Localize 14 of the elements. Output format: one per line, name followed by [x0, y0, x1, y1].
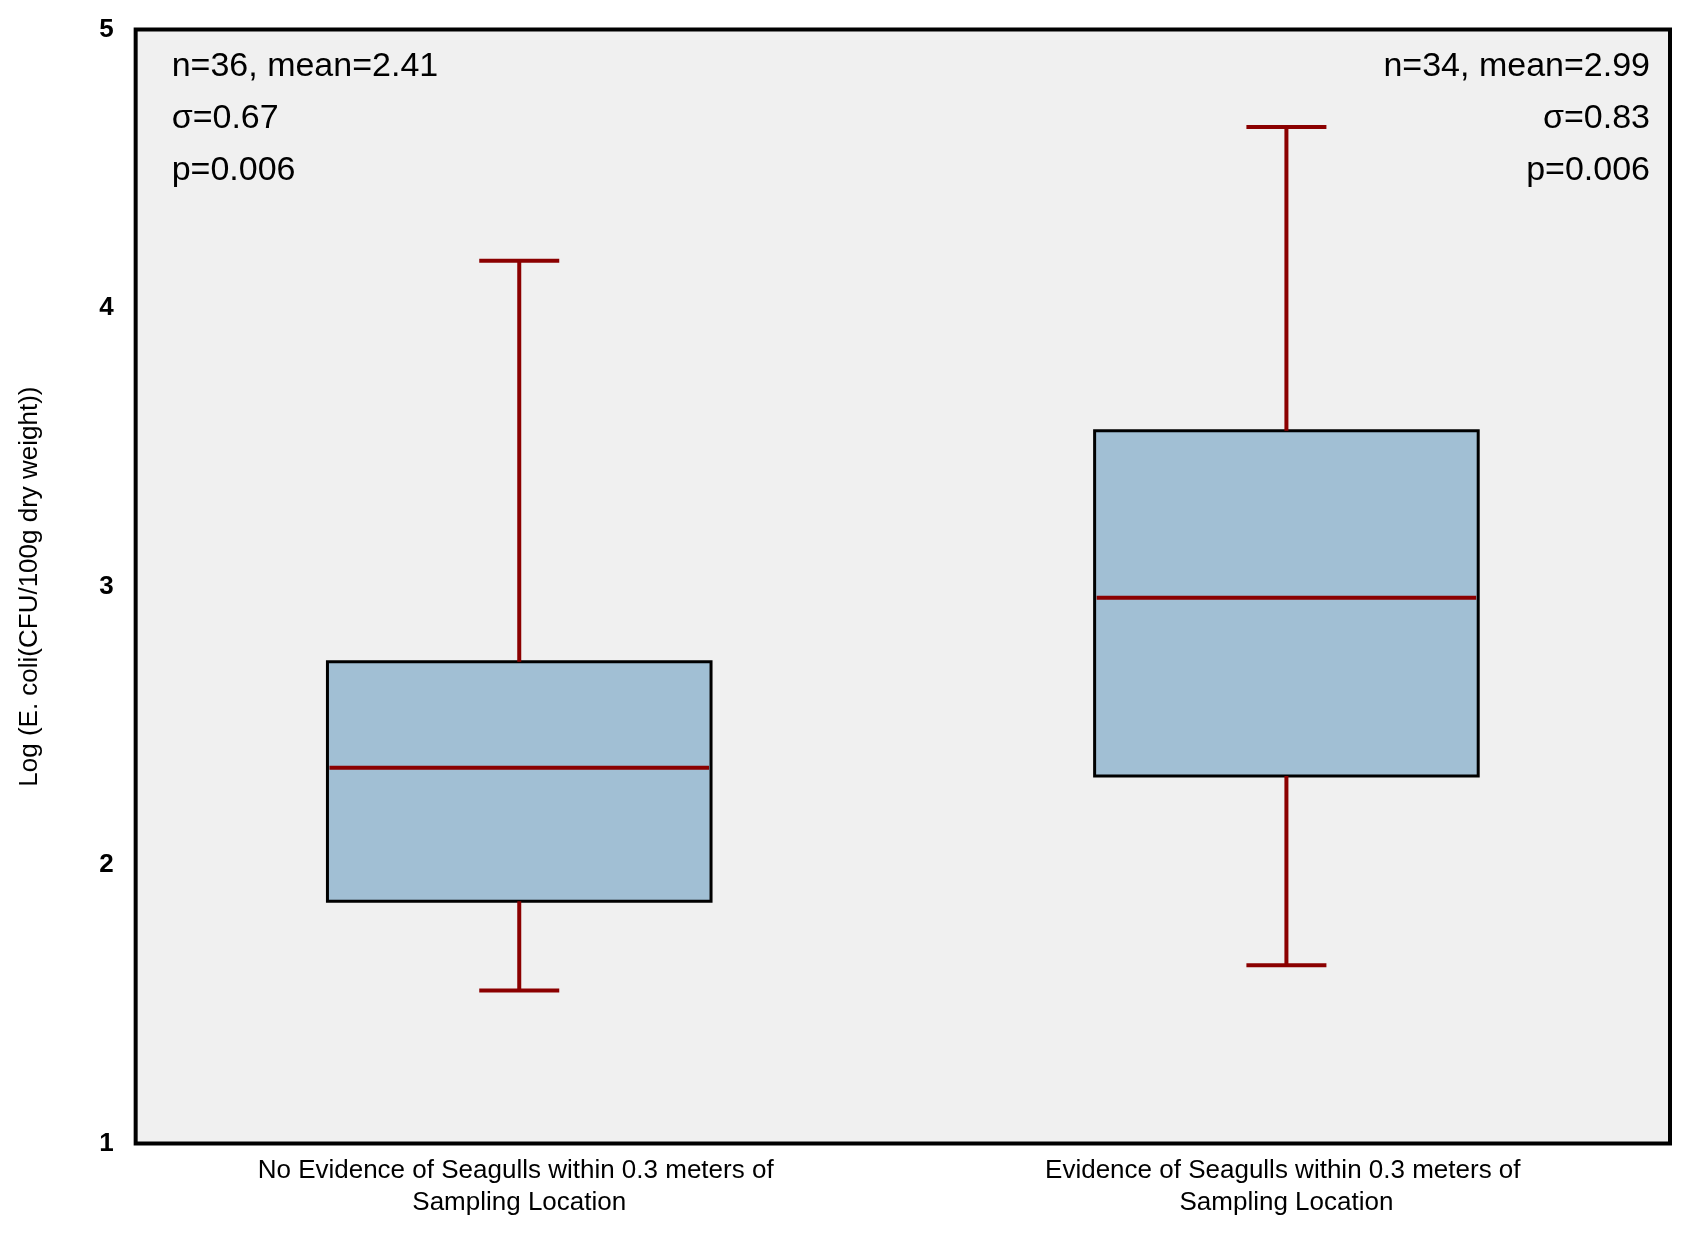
annotation: p=0.006	[1526, 148, 1650, 187]
x-tick-label: No Evidence of Seagulls within 0.3 meters of Sampling Location	[257, 1154, 781, 1216]
annotation: p=0.006	[171, 148, 296, 187]
y-tick-label: 2	[99, 848, 114, 879]
y-tick-label: 3	[99, 569, 114, 600]
x-tick-label: Evidence of Seagulls within 0.3 meters of Sampling Location	[1045, 1154, 1528, 1216]
annotation: n=36, mean=2.41	[171, 44, 439, 83]
annotation: n=34, mean=2.99	[1383, 44, 1650, 83]
annotation: σ=0.67	[171, 96, 279, 135]
y-tick-label: 1	[99, 1126, 114, 1157]
y-tick-label: 5	[99, 12, 114, 43]
annotation: σ=0.83	[1542, 96, 1650, 135]
y-axis-title: Log (E. coli(CFU/100g dry weight))	[12, 386, 43, 787]
y-tick-label: 4	[99, 291, 115, 322]
